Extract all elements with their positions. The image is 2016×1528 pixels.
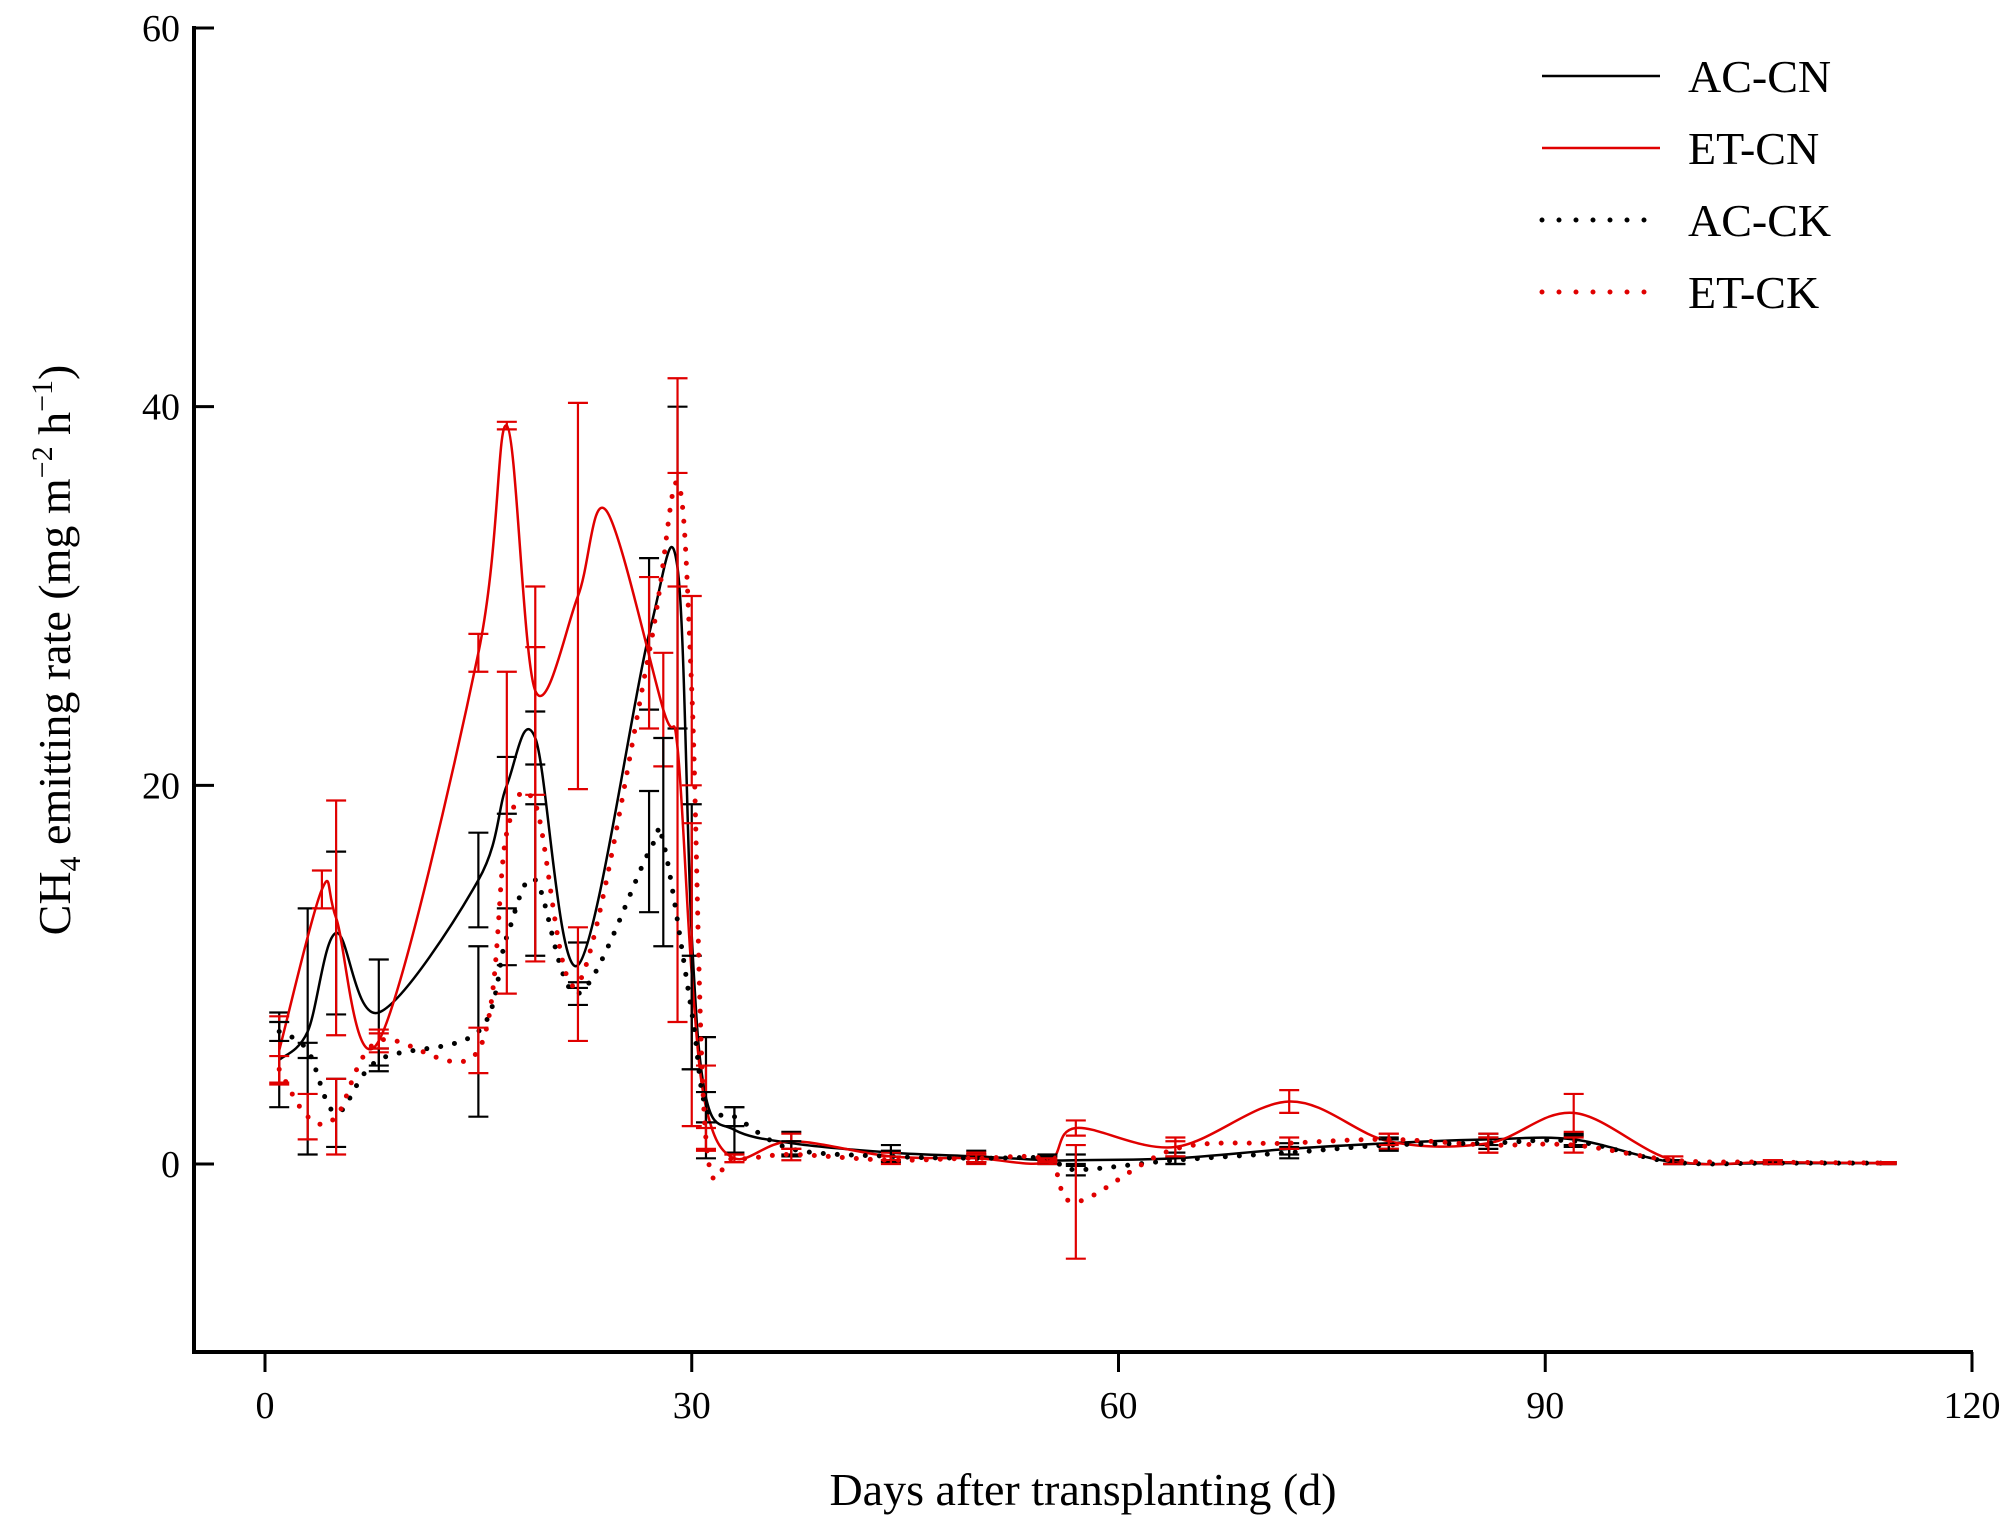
y-axis-title-sup2: −1	[26, 380, 59, 412]
y-tick-label: 20	[142, 765, 180, 807]
series-line	[278, 545, 1887, 1166]
series-line	[276, 824, 1890, 1173]
legend-label: ET-CN	[1688, 123, 1819, 174]
ticks: 0 30 60 90 120 0 20 40 60	[142, 8, 2001, 1427]
y-axis-title-suffix: )	[29, 365, 80, 380]
legend-label: ET-CK	[1688, 267, 1819, 318]
x-tick-label: 90	[1526, 1385, 1564, 1427]
x-axis-title: Days after transplanting (d)	[829, 1464, 1336, 1515]
x-tick-label: 60	[1100, 1385, 1138, 1427]
y-tick-label: 60	[142, 8, 180, 50]
y-axis-title-sub: 4	[54, 856, 87, 871]
axes	[192, 26, 1973, 1354]
legend-label: AC-CN	[1688, 51, 1831, 102]
series-et-cn	[269, 401, 1897, 1166]
y-axis-title-mid: h	[29, 412, 80, 447]
x-tick-label: 30	[673, 1385, 711, 1427]
x-tick-label: 0	[256, 1385, 275, 1427]
series-ac-cn	[269, 405, 1897, 1167]
y-axis-title: CH4 emitting rate (mg m−2 h−1)	[26, 365, 87, 936]
legend-label: AC-CK	[1688, 195, 1831, 246]
legend: AC-CN ET-CN AC-CK ET-CK	[1539, 51, 1831, 318]
y-axis-title-prefix: CH	[29, 871, 80, 935]
y-tick-label: 0	[161, 1144, 180, 1186]
series-ac-ck	[269, 736, 1897, 1177]
series-layer	[269, 377, 1897, 1260]
y-axis-title-main: emitting rate (mg m	[29, 478, 80, 856]
y-tick-label: 40	[142, 387, 180, 429]
x-tick-label: 120	[1944, 1385, 2001, 1427]
series-line	[276, 479, 1890, 1205]
y-axis-title-sup1: −2	[26, 446, 59, 478]
series-et-ck	[269, 377, 1897, 1260]
